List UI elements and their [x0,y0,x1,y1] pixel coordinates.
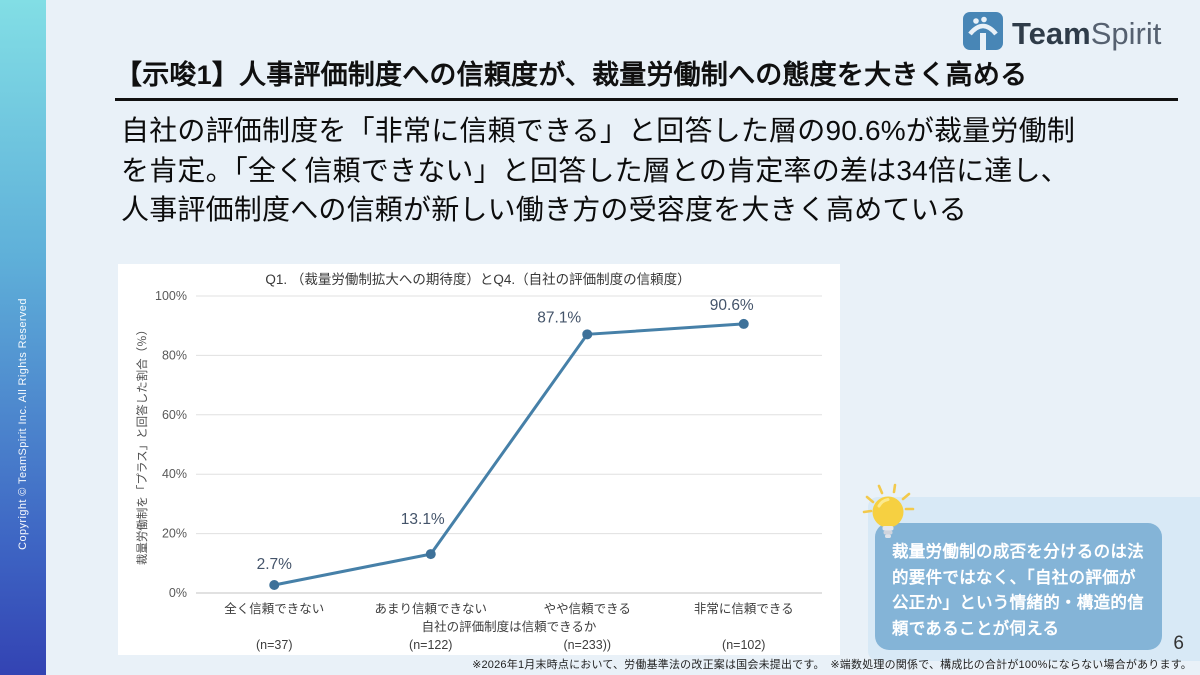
svg-text:2.7%: 2.7% [257,556,293,573]
callout-box: 裁量労働制の成否を分けるのは法的要件ではなく、「自社の評価が公正か」という情緒的… [875,523,1162,650]
footnote-text: ※2026年1月末時点において、労働基準法の改正案は国会未提出です。 ※端数処理… [472,659,1192,671]
svg-text:80%: 80% [162,348,187,362]
logo-spirit-word: Spirit [1090,15,1162,51]
svg-text:0%: 0% [169,586,187,600]
teamspirit-logo-text: TeamSpirit [1012,12,1161,56]
svg-text:(n=102): (n=102) [722,638,765,652]
teamspirit-logo-icon [961,9,1005,58]
left-gradient-bar [0,0,46,675]
copyright-text: Copyright © TeamSpirit Inc. All Rights R… [17,298,29,550]
svg-text:60%: 60% [162,408,187,422]
svg-text:自社の評価制度は信頼できるか: 自社の評価制度は信頼できるか [422,619,597,634]
svg-text:非常に信頼できる: 非常に信頼できる [694,602,794,616]
svg-text:(n=37): (n=37) [256,638,292,652]
svg-text:90.6%: 90.6% [710,297,754,314]
svg-text:87.1%: 87.1% [537,309,581,326]
chart-panel: Q1. （裁量労働制拡大への期待度）とQ4.（自社の評価制度の信頼度） 0% 20%… [118,264,840,655]
svg-text:(n=122): (n=122) [409,638,452,652]
svg-text:100%: 100% [155,289,187,303]
svg-text:やや信頼できる: やや信頼できる [544,602,631,616]
svg-text:(n=233)): (n=233)) [563,638,611,652]
teamspirit-logo: TeamSpirit [961,9,1161,58]
line-chart: Q1. （裁量労働制拡大への期待度）とQ4.（自社の評価制度の信頼度） 0% 20%… [135,272,822,652]
svg-text:全く信頼できない: 全く信頼できない [224,601,324,616]
callout-text: 裁量労働制の成否を分けるのは法的要件ではなく、「自社の評価が公正か」という情緒的… [892,543,1144,638]
summary-text: 自社の評価制度を「非常に信頼できる」と回答した層の90.6%が裁量労働制 を肯定… [121,115,1076,225]
svg-text:あまり信頼できない: あまり信頼できない [374,602,487,616]
lightbulb-icon [857,482,919,551]
svg-text:13.1%: 13.1% [401,511,445,528]
svg-text:裁量労働制を「プラス」と回答した割合（％）: 裁量労働制を「プラス」と回答した割合（％） [135,324,149,565]
page-number: 6 [1173,633,1184,654]
slide-title: 【示唆1】人事評価制度への信頼度が、裁量労働制への態度を大きく高める [115,57,1178,101]
svg-text:40%: 40% [162,467,187,481]
logo-team-word: Team [1012,15,1091,51]
svg-text:20%: 20% [162,527,187,541]
svg-text:Q1. （裁量労働制拡大への期待度）とQ4.（自社の評価制度: Q1. （裁量労働制拡大への期待度）とQ4.（自社の評価制度の信頼度） [265,272,690,287]
